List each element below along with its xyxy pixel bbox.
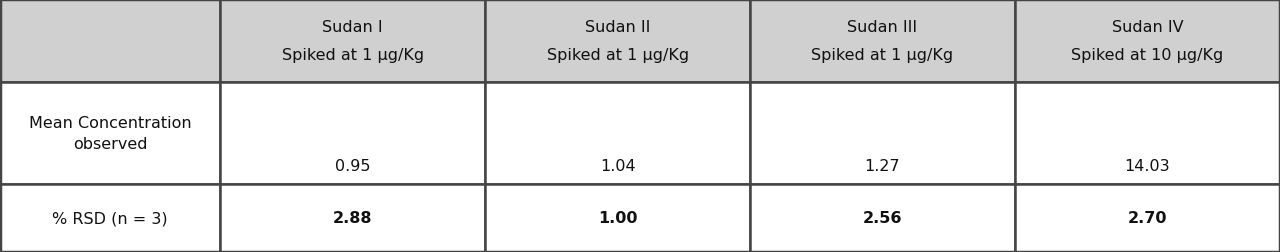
Text: 2.56: 2.56 [863, 210, 902, 226]
Bar [220, 83, 485, 184]
Text: Spiked at 1 μg/Kg: Spiked at 1 μg/Kg [812, 48, 954, 63]
Bar [220, 0, 485, 83]
Bar [0, 0, 220, 83]
Text: % RSD (n = 3): % RSD (n = 3) [52, 210, 168, 226]
Bar [1015, 83, 1280, 184]
Text: 1.00: 1.00 [598, 210, 637, 226]
Text: Spiked at 1 μg/Kg: Spiked at 1 μg/Kg [547, 48, 689, 63]
Text: Sudan III: Sudan III [847, 20, 918, 35]
Text: 1.04: 1.04 [600, 158, 635, 173]
Bar [0, 184, 220, 252]
Text: Mean Concentration
observed: Mean Concentration observed [28, 116, 192, 151]
Text: Spiked at 1 μg/Kg: Spiked at 1 μg/Kg [282, 48, 424, 63]
Text: 2.70: 2.70 [1128, 210, 1167, 226]
Text: Sudan II: Sudan II [585, 20, 650, 35]
Bar [1015, 184, 1280, 252]
Text: Sudan I: Sudan I [323, 20, 383, 35]
Text: Spiked at 10 μg/Kg: Spiked at 10 μg/Kg [1071, 48, 1224, 63]
Text: 14.03: 14.03 [1125, 158, 1170, 173]
Bar [485, 184, 750, 252]
Text: 2.88: 2.88 [333, 210, 372, 226]
Text: 1.27: 1.27 [865, 158, 900, 173]
Text: 0.95: 0.95 [335, 158, 370, 173]
Bar [0, 83, 220, 184]
Bar [750, 0, 1015, 83]
Bar [1015, 0, 1280, 83]
Bar [750, 83, 1015, 184]
Bar [485, 0, 750, 83]
Bar [485, 83, 750, 184]
Bar [750, 184, 1015, 252]
Bar [220, 184, 485, 252]
Text: Sudan IV: Sudan IV [1112, 20, 1183, 35]
